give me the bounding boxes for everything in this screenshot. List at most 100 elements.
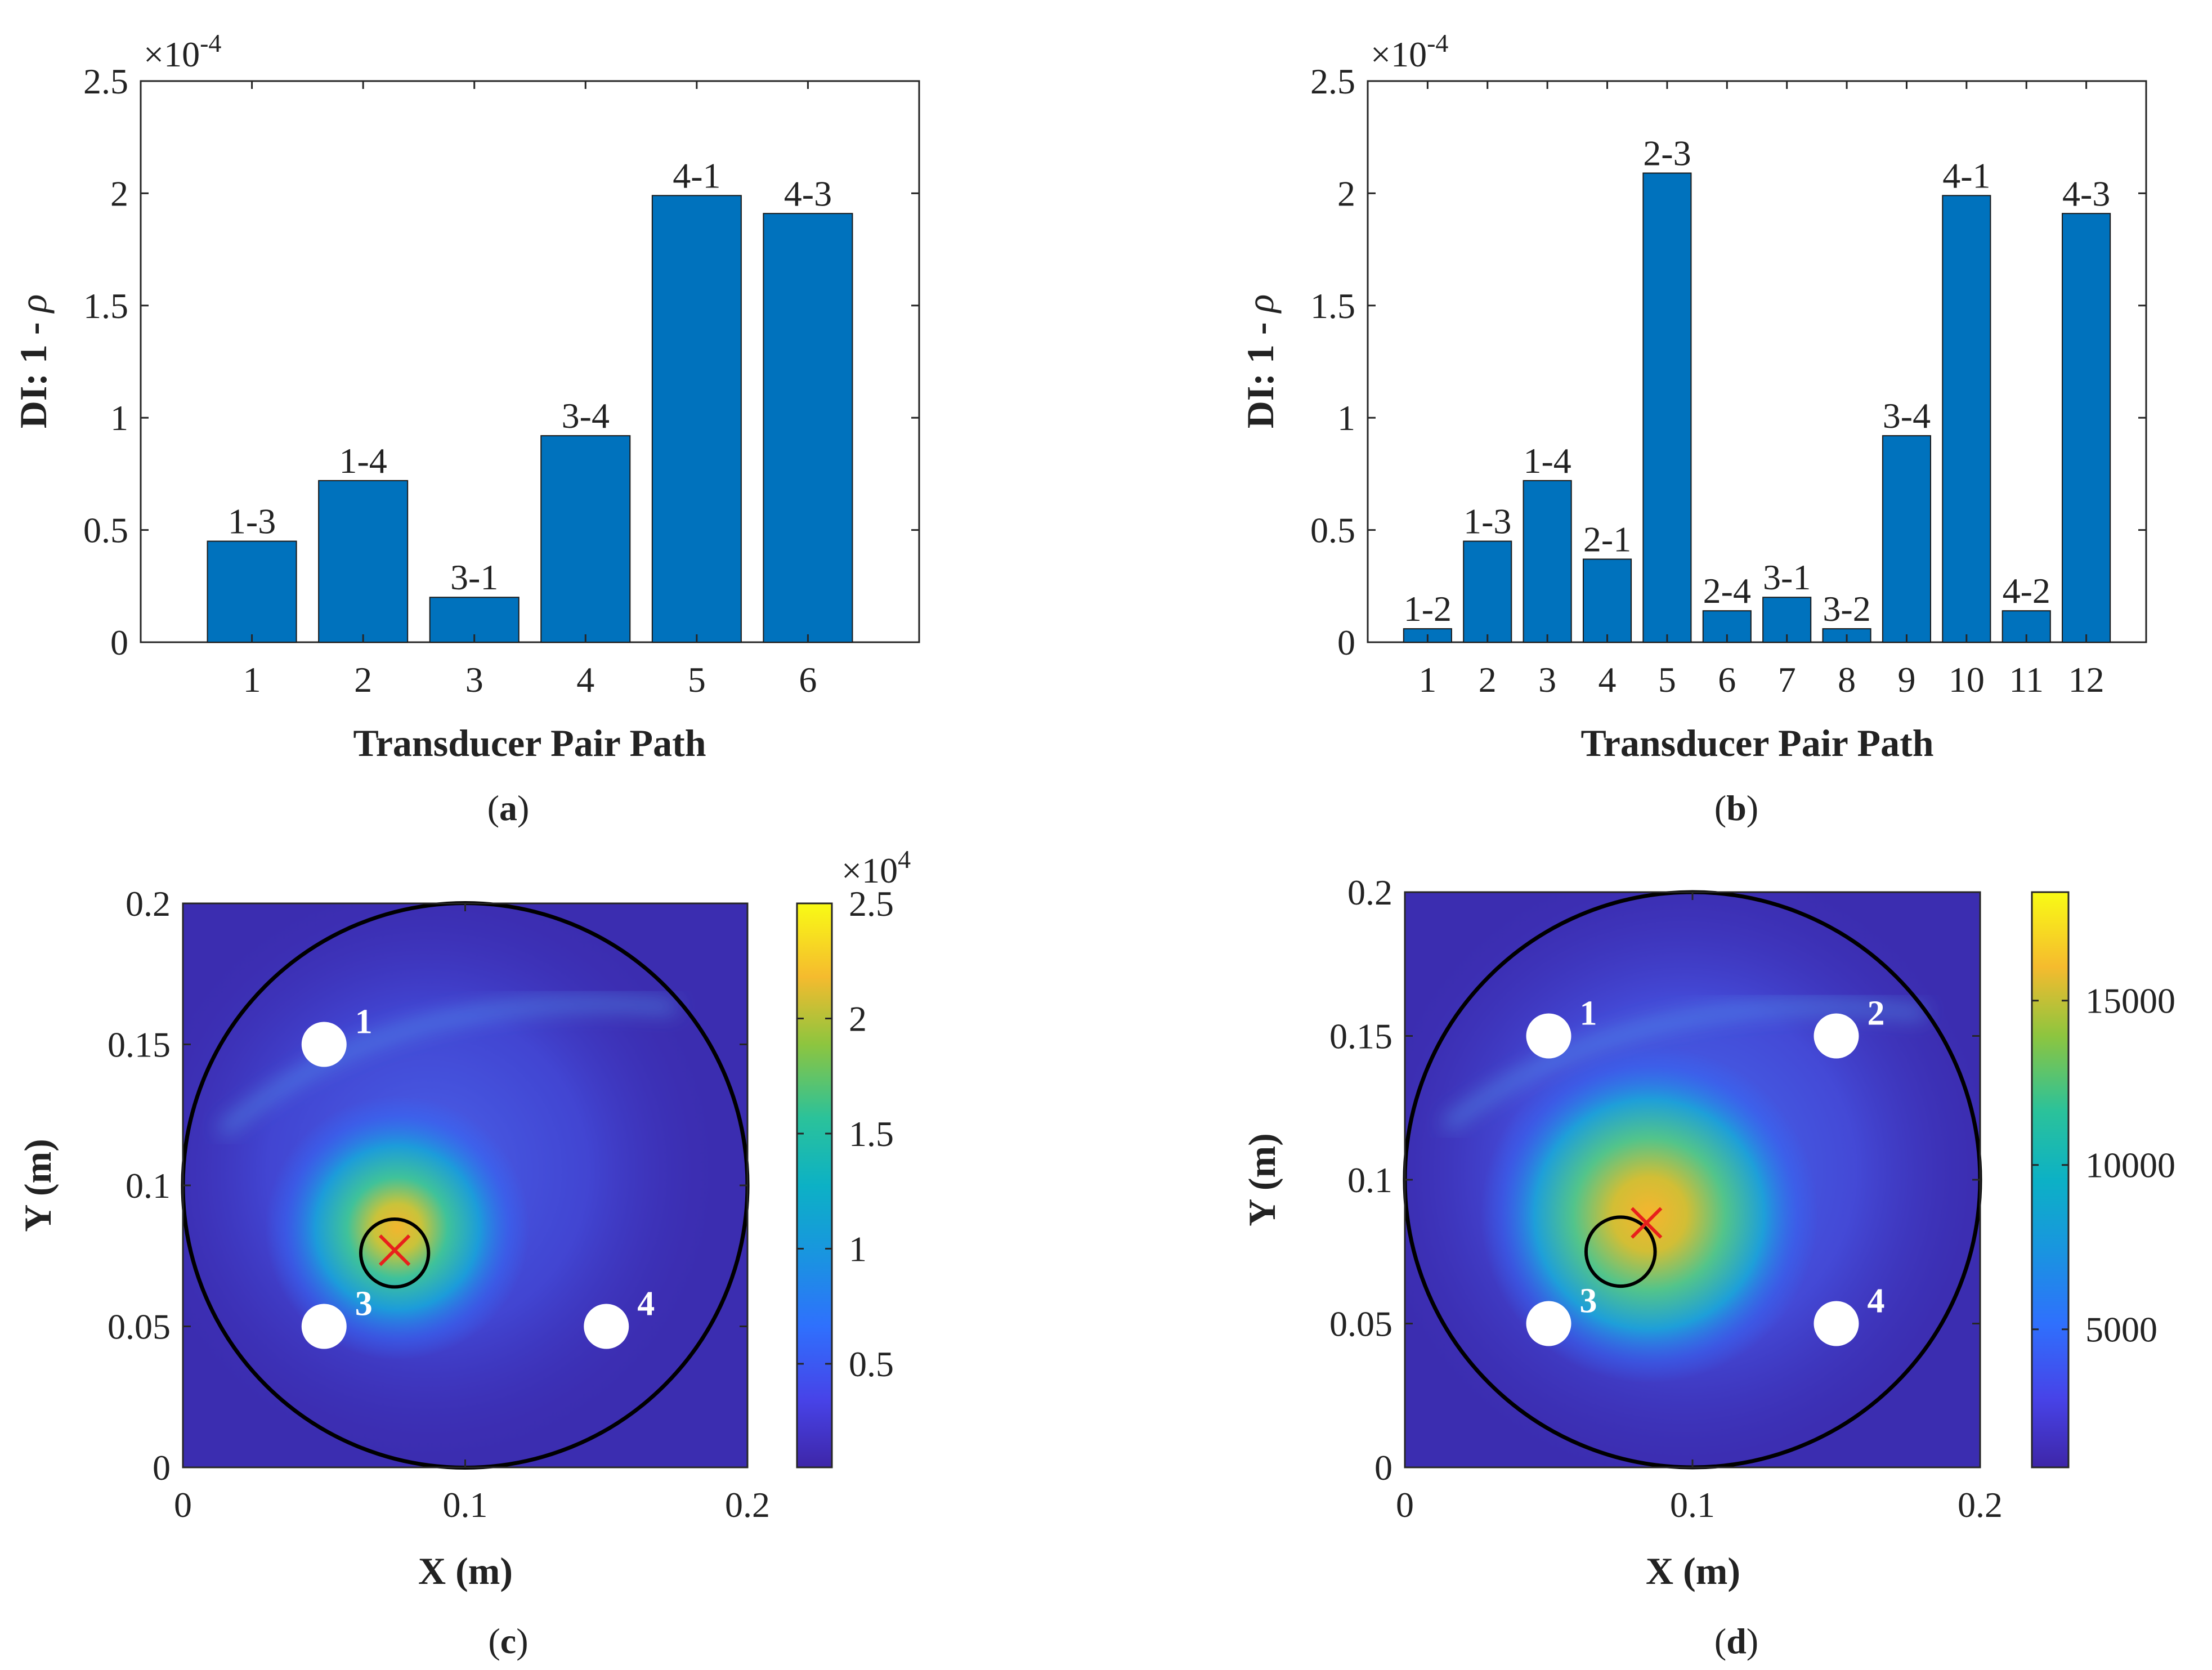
x-ticks-a: 1 2 3 4 5 6 bbox=[243, 81, 817, 700]
y-tick-label: 0.15 bbox=[1329, 1017, 1392, 1056]
transducer-dot bbox=[584, 1304, 629, 1349]
predicted-x-stroke bbox=[379, 1234, 411, 1266]
transducers-d: 1 2 3 4 bbox=[1526, 995, 1885, 1346]
bar bbox=[1642, 172, 1692, 643]
actual-damage-circle-d bbox=[1584, 1215, 1657, 1288]
bar-label: 2-3 bbox=[1643, 133, 1691, 173]
x-tick-label: 0.2 bbox=[1958, 1485, 2003, 1525]
bar-label: 1-3 bbox=[228, 502, 276, 541]
bar-label: 3-4 bbox=[1883, 396, 1931, 436]
y-tick-label: 2.5 bbox=[1310, 61, 1355, 101]
bar bbox=[2062, 213, 2111, 643]
y-tick-label: 1.5 bbox=[83, 286, 128, 326]
y-exponent-b: ×10-4 bbox=[1371, 29, 1448, 74]
bar-label: 4-3 bbox=[784, 173, 832, 213]
colorbar-exponent-c: ×104 bbox=[841, 845, 911, 890]
colorbar-tick-label: 0.5 bbox=[849, 1344, 894, 1384]
x-tick-label: 1 bbox=[243, 660, 261, 700]
y-tick-label: 0.1 bbox=[1347, 1160, 1392, 1200]
wave-arc-d bbox=[1444, 1002, 1926, 1130]
colorbar-tick-label: 2 bbox=[849, 999, 867, 1038]
y-tick-label: 0 bbox=[1374, 1448, 1392, 1488]
x-axis-label-c: X (m) bbox=[418, 1550, 513, 1592]
x-tick-label: 0.1 bbox=[1670, 1485, 1715, 1525]
y-axis-label-d: Y (m) bbox=[1241, 1133, 1283, 1226]
axes-box-a bbox=[140, 80, 920, 643]
bar-label: 4-1 bbox=[673, 155, 720, 195]
x-axis-label-d: X (m) bbox=[1646, 1550, 1740, 1592]
colorbar-ticks-d: 5000 10000 15000 bbox=[2032, 981, 2175, 1350]
y-tick-label: 0.2 bbox=[1347, 872, 1392, 912]
bar-label: 1-2 bbox=[1404, 589, 1452, 629]
transducer-dot bbox=[1526, 1301, 1571, 1346]
axes-box-b bbox=[1367, 80, 2147, 643]
x-tick-label: 1 bbox=[1418, 660, 1436, 700]
hotspot-d bbox=[1480, 1045, 1819, 1384]
y-tick-label: 0.2 bbox=[126, 884, 171, 924]
predicted-damage-marker-d bbox=[1631, 1207, 1663, 1239]
y-tick-label: 0.5 bbox=[1310, 511, 1355, 550]
axis-ticks-c: 0 0.1 0.2 0 0.05 0.1 0.15 0.2 bbox=[108, 884, 770, 1525]
x-tick-label: 0 bbox=[174, 1485, 192, 1525]
x-tick-label: 2 bbox=[354, 660, 372, 700]
transducer-dot bbox=[301, 1304, 347, 1349]
transducer-dot bbox=[1814, 1301, 1859, 1346]
bar-label: 4-1 bbox=[1942, 155, 1990, 195]
x-tick-label: 0.1 bbox=[443, 1485, 488, 1525]
bar bbox=[540, 435, 631, 643]
transducer-dot bbox=[301, 1022, 347, 1067]
panel-label-c: (c) bbox=[488, 1621, 528, 1661]
y-axis-label-b: DI: 1 - ρ bbox=[1239, 294, 1282, 429]
bar bbox=[1523, 480, 1572, 643]
x-tick-label: 4 bbox=[1598, 660, 1617, 700]
transducer-label: 4 bbox=[1868, 1282, 1885, 1320]
transducers-c: 1 3 4 bbox=[301, 1003, 655, 1349]
x-tick-label: 8 bbox=[1838, 660, 1856, 700]
y-tick-label: 0 bbox=[153, 1448, 171, 1488]
x-tick-label: 7 bbox=[1778, 660, 1796, 700]
colorbar-tick-label: 1 bbox=[849, 1229, 867, 1269]
heatmap-c bbox=[183, 903, 747, 1467]
bars-a: 1-3 1-4 3-1 3-4 4-1 4-3 bbox=[207, 155, 853, 643]
x-tick-label: 3 bbox=[1538, 660, 1556, 700]
y-tick-label: 0.05 bbox=[108, 1307, 171, 1347]
x-tick-label: 0 bbox=[1396, 1485, 1414, 1525]
colorbar-tick-label: 1.5 bbox=[849, 1114, 894, 1154]
x-tick-label: 3 bbox=[465, 660, 483, 700]
heatmap-d bbox=[1405, 892, 1980, 1467]
y-tick-label: 2 bbox=[1337, 173, 1355, 213]
x-tick-label: 4 bbox=[576, 660, 594, 700]
bar bbox=[1702, 610, 1752, 643]
bar bbox=[1582, 558, 1632, 643]
x-axis-label-a: Transducer Pair Path bbox=[353, 722, 706, 764]
colorbar-d bbox=[2031, 891, 2070, 1468]
x-tick-label: 2 bbox=[1479, 660, 1497, 700]
axis-ticks-d: 0 0.1 0.2 0 0.05 0.1 0.15 0.2 bbox=[1329, 872, 2003, 1525]
transducer-label: 1 bbox=[1580, 995, 1597, 1033]
panel-a: ×10-4 0 0.5 1 1.5 2 2.5 1-3 1-4 3-1 3-4 4-1 4-3 1 2… bbox=[12, 29, 920, 828]
panel-b: ×10-4 0 0.5 1 1.5 2 2.5 1-2 1-3 1-4 2-1 2-3 2-4 3-1… bbox=[1239, 29, 2147, 828]
x-tick-label: 12 bbox=[2068, 660, 2104, 700]
bar-label: 4-3 bbox=[2062, 173, 2110, 213]
x-tick-label: 5 bbox=[1658, 660, 1676, 700]
transducer-label: 3 bbox=[1580, 1282, 1597, 1320]
y-tick-label: 1 bbox=[1337, 398, 1355, 438]
transducer-label: 2 bbox=[1868, 995, 1885, 1033]
x-axis-label-b: Transducer Pair Path bbox=[1580, 722, 1933, 764]
y-axis-label-c: Y (m) bbox=[16, 1139, 59, 1232]
y-tick-label: 2.5 bbox=[83, 61, 128, 101]
panel-label-b: (b) bbox=[1714, 788, 1758, 828]
colorbar-tick-label: 5000 bbox=[2085, 1310, 2157, 1350]
wave-arc-c bbox=[219, 999, 676, 1135]
bars-b: 1-2 1-3 1-4 2-1 2-3 2-4 3-1 3-2 3-4 4-1 4-2 4-3 bbox=[1403, 133, 2111, 643]
transducer-dot bbox=[1814, 1013, 1859, 1059]
bar-label: 1-3 bbox=[1463, 502, 1511, 541]
bar-label: 3-4 bbox=[562, 396, 610, 436]
bar bbox=[318, 480, 409, 643]
y-ticks-a: 0 0.5 1 1.5 2 2.5 bbox=[83, 61, 919, 662]
y-tick-label: 0 bbox=[110, 623, 128, 662]
bar-label: 3-1 bbox=[450, 557, 498, 597]
colorbar-tick-label: 15000 bbox=[2085, 981, 2175, 1021]
x-tick-label: 5 bbox=[688, 660, 706, 700]
y-tick-label: 0.1 bbox=[126, 1166, 171, 1206]
